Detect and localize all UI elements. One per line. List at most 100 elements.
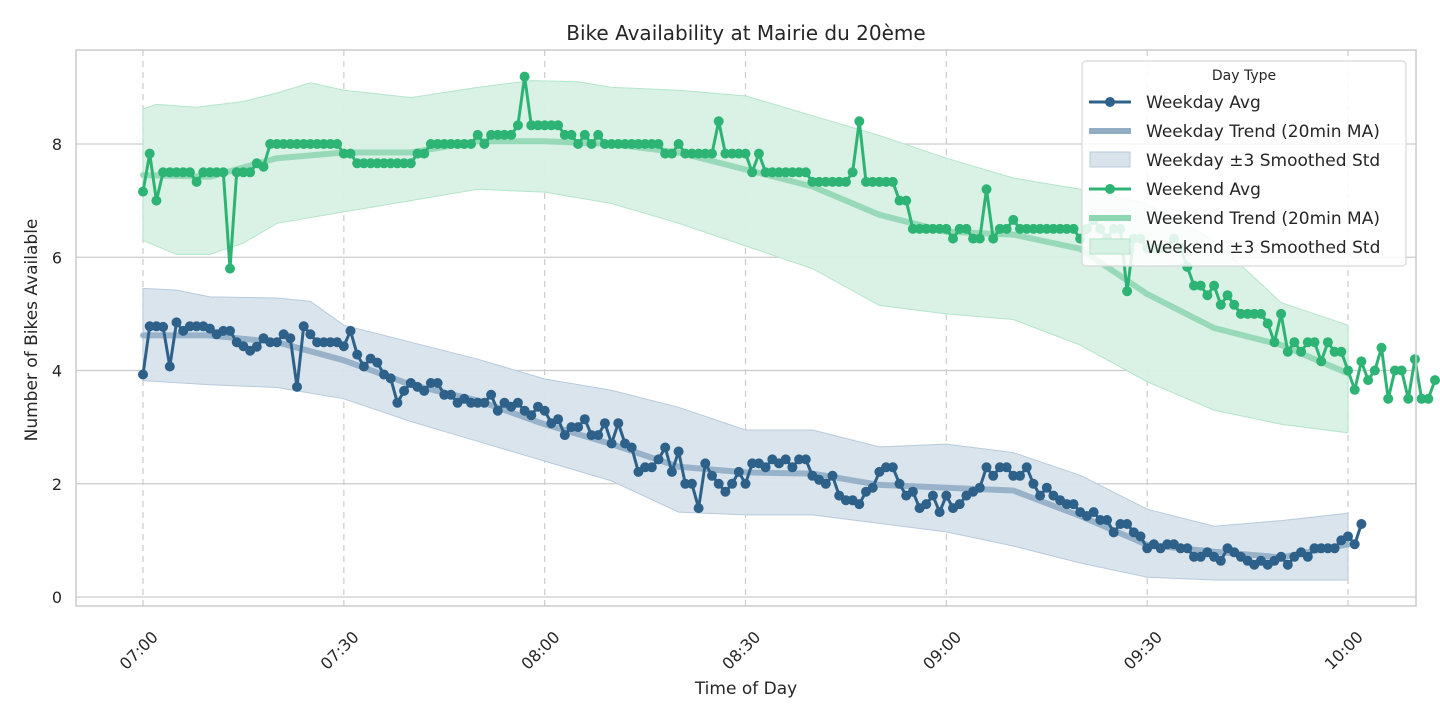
weekday-avg-point	[713, 478, 724, 489]
weekday-avg-point	[292, 381, 302, 392]
y-tick-label: 4	[52, 362, 62, 381]
x-tick-label: 07:30	[317, 627, 363, 673]
legend-label: Weekend Avg	[1146, 180, 1261, 200]
weekday-avg-point	[727, 478, 738, 489]
weekend-avg-point	[740, 148, 751, 159]
weekend-avg-point	[1256, 308, 1266, 319]
weekday-avg-point	[251, 341, 262, 352]
weekday-avg-point	[138, 369, 148, 380]
weekend-avg-point	[847, 167, 858, 178]
weekday-avg-point	[1302, 551, 1313, 562]
weekend-avg-point	[1209, 280, 1220, 291]
weekday-avg-point	[1015, 470, 1025, 481]
weekday-avg-point	[352, 349, 363, 360]
weekend-avg-point	[1008, 214, 1019, 225]
y-tick-label: 2	[52, 475, 62, 494]
weekday-avg-point	[740, 478, 751, 489]
weekend-avg-point	[901, 195, 912, 206]
weekend-avg-point	[1396, 365, 1407, 376]
weekday-avg-point	[479, 397, 490, 408]
x-tick-label: 07:00	[116, 627, 162, 673]
weekend-avg-point	[586, 139, 597, 149]
weekday-avg-point	[486, 389, 497, 400]
weekend-avg-point	[1262, 318, 1273, 329]
weekday-avg-point	[981, 462, 992, 473]
plot-frame	[75, 49, 1417, 607]
weekend-avg-point	[1215, 299, 1226, 310]
weekday-avg-point	[392, 397, 403, 408]
weekend-avg-point	[800, 167, 811, 178]
weekend-avg-point	[887, 176, 898, 187]
weekend-avg-point	[653, 139, 664, 149]
weekday-avg-point	[941, 490, 952, 501]
legend-entry: Weekday ±3 Smoothed Std	[1089, 151, 1380, 171]
weekday-avg-point	[305, 329, 316, 340]
weekend-avg-point	[519, 71, 530, 82]
y-tick-label: 6	[52, 248, 62, 267]
weekday-avg-point	[553, 414, 564, 425]
weekday-avg-point	[573, 422, 584, 433]
weekday-avg-point	[626, 442, 637, 453]
weekday-std-band	[142, 287, 1349, 581]
weekday-avg-point	[686, 478, 697, 489]
weekend-avg-point	[1322, 337, 1333, 348]
weekend-avg-point	[1336, 346, 1347, 357]
weekend-avg-point	[1282, 346, 1293, 357]
weekend-avg-point	[512, 120, 523, 131]
y-axis-label: Number of Bikes Available	[22, 219, 42, 442]
weekday-avg-point	[1135, 531, 1146, 542]
weekend-avg-point	[218, 167, 229, 178]
weekend-avg-point	[1356, 356, 1367, 367]
weekday-avg-point	[579, 414, 590, 425]
weekend-avg-point	[332, 139, 343, 149]
weekend-avg-point	[506, 129, 517, 140]
weekend-avg-point	[1001, 223, 1012, 234]
weekday-avg-point	[1276, 551, 1287, 562]
legend-box	[1081, 60, 1407, 267]
weekday-avg-point	[1102, 515, 1112, 525]
weekend-avg-point	[1068, 223, 1079, 234]
weekend-avg-point	[1222, 290, 1233, 301]
weekend-avg-point	[1289, 337, 1300, 348]
y-tick-label: 8	[52, 135, 62, 154]
weekday-avg-point	[358, 361, 369, 372]
legend-entry: Weekend ±3 Smoothed Std	[1089, 238, 1380, 258]
legend-entry: Weekday Avg	[1089, 93, 1261, 113]
weekend-avg-point	[666, 148, 677, 159]
weekday-avg-point	[673, 446, 684, 457]
weekend-avg-point	[151, 195, 162, 206]
weekday-avg-point	[613, 418, 624, 429]
weekday-avg-point	[733, 466, 744, 477]
weekday-avg-point	[526, 410, 537, 421]
weekday-avg-point	[606, 438, 617, 449]
weekday-avg-point	[827, 470, 838, 481]
weekend-avg-point	[1202, 290, 1213, 301]
weekday-avg-point	[1343, 531, 1353, 542]
weekend-avg-point	[472, 129, 483, 140]
weekend-avg-point	[479, 139, 490, 149]
weekend-avg-point	[974, 233, 985, 244]
weekend-avg-point	[184, 167, 195, 178]
weekend-avg-point	[191, 176, 202, 187]
weekend-avg-point	[981, 184, 992, 195]
weekday-avg-point	[693, 503, 704, 514]
weekend-avg-point	[579, 129, 590, 140]
weekday-avg-point	[158, 321, 169, 332]
legend-label: Weekday Avg	[1146, 93, 1261, 113]
weekday-avg-point	[894, 478, 905, 489]
weekday-avg-point	[974, 482, 985, 493]
chart-title: Bike Availability at Mairie du 20ème	[566, 21, 925, 45]
weekday-avg-point	[1041, 482, 1052, 493]
weekend-avg-point	[1276, 308, 1287, 319]
x-tick-label: 08:00	[517, 627, 563, 673]
weekday-avg-point	[164, 361, 175, 372]
weekday-avg-point	[1021, 462, 1032, 473]
x-tick-label: 10:00	[1321, 627, 1367, 673]
weekday-avg-point	[539, 405, 550, 416]
weekday-avg-point	[988, 470, 999, 481]
weekday-avg-point	[372, 357, 383, 368]
weekday-avg-point	[399, 385, 410, 396]
weekend-avg-point	[1195, 280, 1206, 291]
weekday-avg-point	[954, 499, 965, 510]
weekday-avg-point	[927, 490, 938, 501]
